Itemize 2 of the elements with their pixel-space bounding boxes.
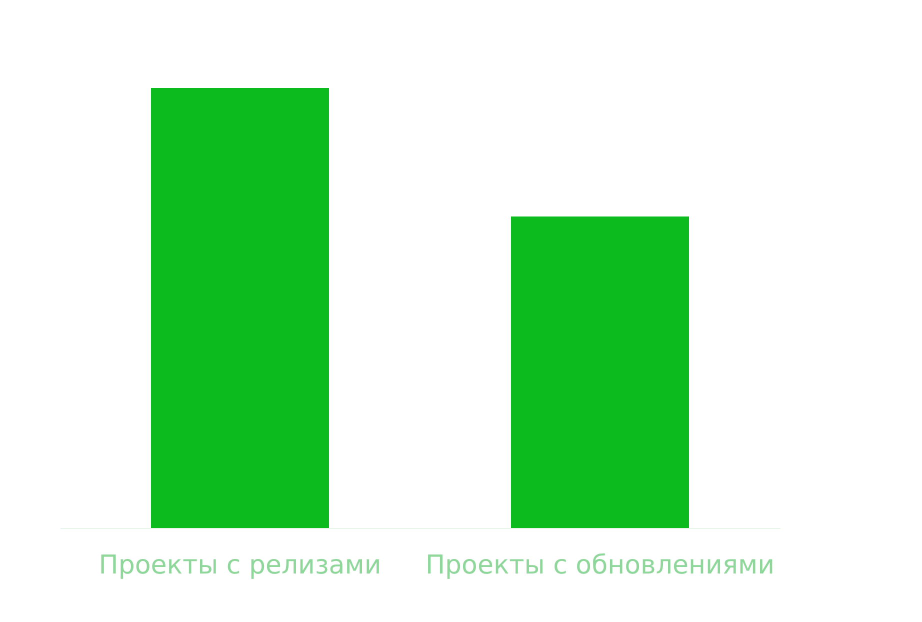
- x-tick-label: Проекты с релизами: [98, 550, 382, 580]
- x-tick-label: Проекты с обновлениями: [426, 550, 774, 580]
